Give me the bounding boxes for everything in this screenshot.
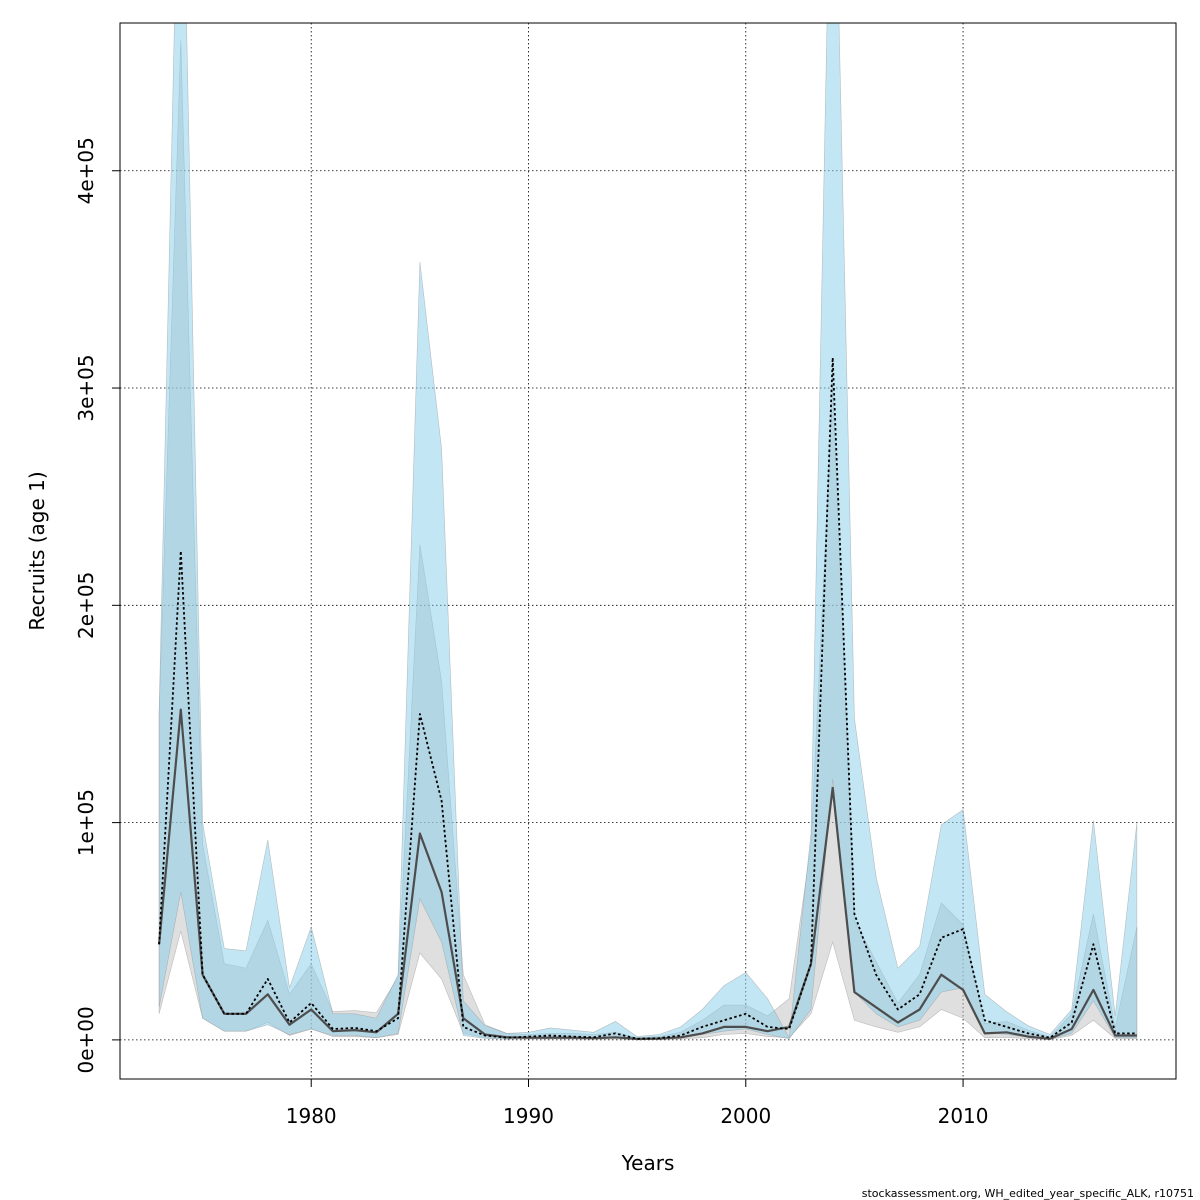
plot-frame <box>119 22 1177 1080</box>
y-axis: 0e+00 1e+05 2e+05 3e+05 4e+05 <box>74 137 120 1074</box>
x-tick-label: 1980 <box>286 1104 337 1128</box>
confidence-ribbons <box>158 23 1138 1040</box>
x-tick-label: 2010 <box>938 1104 989 1128</box>
estimate-lines <box>158 356 1137 1041</box>
y-tick-label: 4e+05 <box>74 137 98 204</box>
y-tick-label: 3e+05 <box>74 354 98 421</box>
x-axis-title: Years <box>621 1151 675 1175</box>
gridlines <box>120 23 1176 1079</box>
y-tick-label: 1e+05 <box>74 789 98 856</box>
y-tick-label: 0e+00 <box>74 1006 98 1073</box>
footer-note: stockassessment.org, WH_edited_year_spec… <box>862 1187 1194 1200</box>
x-tick-label: 1990 <box>503 1104 554 1128</box>
x-axis: 1980 1990 2000 2010 <box>286 1079 989 1128</box>
line-series-2 <box>158 356 1137 1040</box>
ribbon-series-2 <box>158 23 1138 1040</box>
x-tick-label: 2000 <box>720 1104 771 1128</box>
y-axis-title: Recruits (age 1) <box>25 471 49 630</box>
y-tick-label: 2e+05 <box>74 572 98 639</box>
